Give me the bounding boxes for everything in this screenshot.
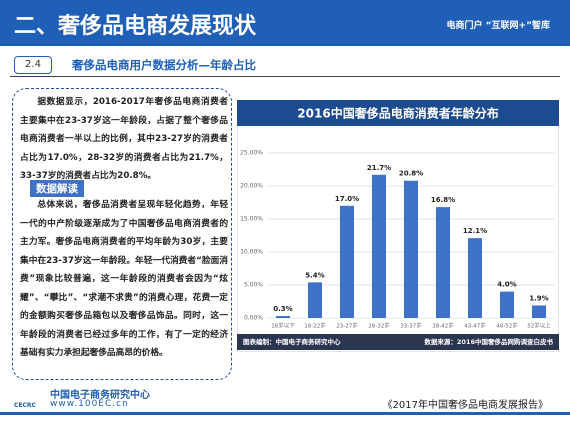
bar xyxy=(339,205,355,318)
bar xyxy=(275,316,291,318)
bottom-line xyxy=(0,412,570,415)
x-tick-label: 48-52岁 xyxy=(496,322,517,330)
header-bar xyxy=(0,0,570,46)
x-tick-label: 18岁以下 xyxy=(271,322,295,330)
chart-footnote: 数据来源：2016中国奢侈品网购调查白皮书 xyxy=(424,337,553,346)
chart-title-bar xyxy=(237,100,559,126)
data-label: 21.7% xyxy=(367,164,391,172)
y-tick-label: 0.00% xyxy=(244,315,263,322)
data-label: 12.1% xyxy=(463,227,487,235)
bar xyxy=(531,305,547,318)
paragraph: 据数据显示，2016-2017年奢侈品电商消费者主要集中在23-37岁这一年龄段… xyxy=(20,97,228,181)
paragraph: 总体来说，奢侈品消费者呈现年轻化趋势，年轻一代的中产阶级逐渐成为了中国奢侈品电商… xyxy=(20,200,228,358)
bar xyxy=(403,180,419,318)
tagline: 电商门户 “互联网+”智库 xyxy=(446,21,550,31)
bar xyxy=(371,174,387,318)
slide-title: 二、奢侈品电商发展现状 xyxy=(14,14,257,39)
x-tick-label: 33-37岁 xyxy=(400,322,421,330)
text-box xyxy=(12,88,232,380)
x-tick-label: 52岁以上 xyxy=(527,322,551,330)
x-tick-label: 23-27岁 xyxy=(336,322,357,330)
divider xyxy=(10,76,560,77)
data-label: 0.3% xyxy=(273,305,292,313)
data-label: 20.8% xyxy=(399,170,423,178)
y-tick-label: 20.00% xyxy=(240,183,263,190)
y-tick-label: 10.00% xyxy=(240,249,263,256)
data-label: 16.8% xyxy=(431,196,455,204)
report-name: 《2017年中国奢侈品电商发展报告》 xyxy=(382,400,548,411)
x-tick-label: 38-42岁 xyxy=(432,322,453,330)
label: 数据解读 xyxy=(30,180,84,197)
bar xyxy=(435,207,451,318)
bar xyxy=(307,282,323,318)
url: www.100EC.cn xyxy=(50,399,129,409)
y-tick-label: 15.00% xyxy=(240,216,263,223)
section-number: 2.4 xyxy=(14,56,52,74)
y-tick-label: 5.00% xyxy=(244,282,263,289)
x-tick-label: 28-32岁 xyxy=(368,322,389,330)
bar xyxy=(467,238,483,318)
x-tick-label: 18-22岁 xyxy=(304,322,325,330)
org-name: 中国电子商务研究中心 xyxy=(50,390,150,401)
section-title: 奢侈品电商用户数据分析—年龄占比 xyxy=(72,58,256,72)
chart: 2016中国奢侈品电商消费者年龄分布 图表编制：中国电子商务研究中心 数据来源：… xyxy=(237,100,559,352)
y-tick-label: 25.00% xyxy=(240,150,263,157)
data-label: 5.4% xyxy=(305,271,324,279)
logo-abbr: CECRC xyxy=(14,402,36,409)
bar xyxy=(499,291,515,318)
data-label: 4.0% xyxy=(497,281,516,289)
x-tick-label: 43-47岁 xyxy=(464,322,485,330)
data-label: 17.0% xyxy=(335,195,359,203)
chart-title: 2016中国奢侈品电商消费者年龄分布 xyxy=(297,106,498,121)
chart-footnote: 图表编制：中国电子商务研究中心 xyxy=(243,337,341,346)
chart-footer-bar xyxy=(237,334,559,350)
data-label: 1.9% xyxy=(529,294,548,302)
